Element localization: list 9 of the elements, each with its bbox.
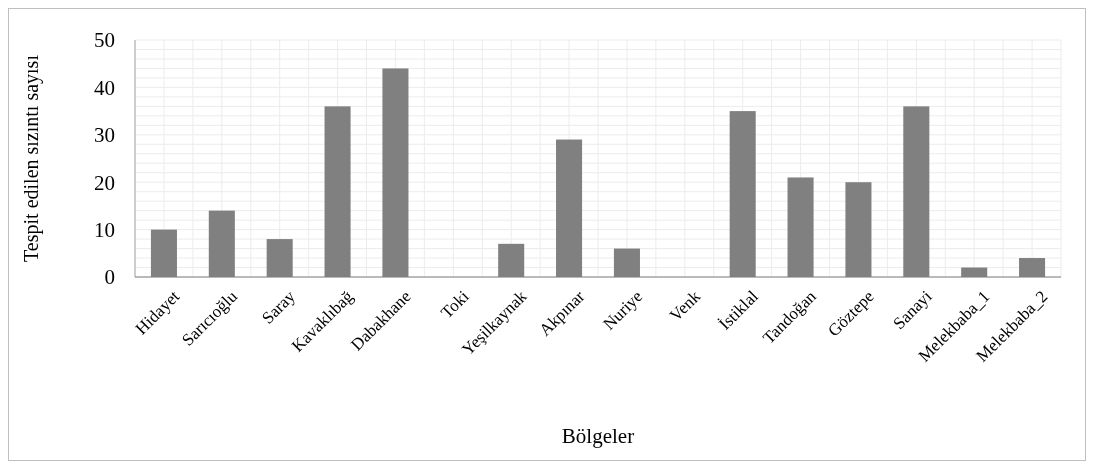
y-tick-label: 20 xyxy=(94,170,115,195)
y-tick-label: 40 xyxy=(94,75,115,100)
y-tick-label: 10 xyxy=(94,217,115,242)
x-axis-title: Bölgeler xyxy=(561,424,635,448)
y-axis-title: Tespit edilen sızıntı sayısı xyxy=(20,54,43,262)
x-tick-label: Venk xyxy=(665,286,705,325)
y-tick-label: 30 xyxy=(94,123,115,148)
y-tick-label: 50 xyxy=(94,28,115,53)
y-tick-label: 0 xyxy=(104,265,115,290)
